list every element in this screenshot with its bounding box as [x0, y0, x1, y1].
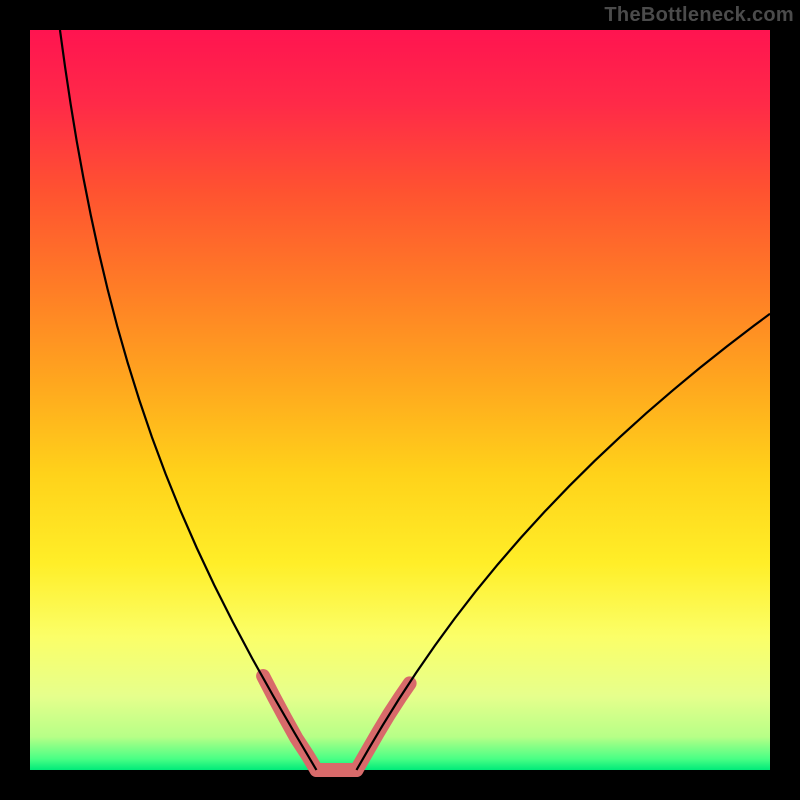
curve-right [356, 314, 770, 770]
watermark-text: TheBottleneck.com [604, 4, 794, 27]
curve-left [60, 30, 316, 770]
plot-area [30, 30, 770, 770]
curves-layer [30, 30, 770, 770]
